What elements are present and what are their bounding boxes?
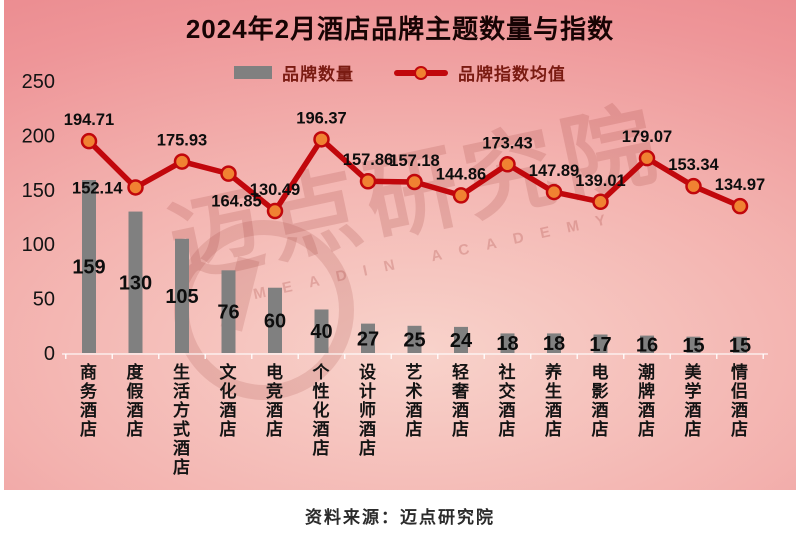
- bar-value-label: 18: [496, 333, 518, 355]
- line-marker: [452, 187, 470, 204]
- line-value-label: 196.37: [296, 109, 346, 127]
- bar-value-label: 17: [589, 334, 611, 356]
- bar-value-label: 130: [119, 272, 152, 294]
- line-marker: [266, 202, 284, 220]
- bar-value-label: 159: [72, 257, 105, 279]
- y-axis-label: 50: [33, 289, 55, 311]
- bar: [221, 270, 236, 353]
- line-value-label: 164.85: [211, 193, 261, 211]
- line-marker: [545, 183, 563, 201]
- chart-title: 2024年2月酒店品牌主题数量与指数: [185, 14, 615, 44]
- bar: [454, 326, 468, 353]
- legend-bar-swatch: [234, 66, 272, 79]
- line-marker: [80, 132, 98, 150]
- line-value-label: 139.01: [575, 172, 625, 190]
- bar-value-label: 24: [450, 330, 473, 352]
- y-axis-label: 100: [22, 234, 55, 256]
- line-marker: [638, 149, 656, 167]
- bar: [500, 333, 515, 353]
- line-marker: [127, 179, 144, 196]
- line-value-label: 147.89: [529, 162, 579, 180]
- legend-line-label: 品牌指数均值: [458, 65, 566, 84]
- line-value-label: 179.07: [622, 128, 672, 146]
- bar-value-label: 16: [636, 334, 658, 356]
- bar: [82, 180, 96, 353]
- line-marker: [173, 153, 191, 170]
- line-value-label: 153.34: [668, 156, 719, 174]
- line-marker: [313, 131, 330, 148]
- bar: [361, 323, 375, 353]
- line-value-label: 134.97: [715, 176, 765, 194]
- line-value-label: 194.71: [64, 111, 114, 129]
- line-marker: [359, 172, 377, 190]
- bar-value-label: 60: [264, 310, 286, 332]
- line-value-label: 175.93: [157, 132, 207, 150]
- bar: [268, 287, 282, 353]
- line-marker: [499, 156, 516, 173]
- y-axis-label: 250: [22, 71, 55, 93]
- line-value-label: 157.18: [389, 152, 439, 170]
- bar-value-label: 105: [165, 286, 198, 308]
- bar: [593, 334, 608, 353]
- bar-value-label: 15: [729, 335, 751, 357]
- y-axis-label: 0: [44, 343, 55, 365]
- bar: [175, 238, 189, 353]
- bar: [686, 336, 701, 353]
- bar: [407, 325, 422, 353]
- plot-canvas: 0 50 100 150 200 250 159 130 105 76 60 40 27 25 24 18 18…: [22, 71, 768, 365]
- line-value-label: 152.14: [72, 179, 123, 197]
- legend-bar-label: 品牌数量: [282, 65, 354, 84]
- line-value-label: 130.49: [250, 181, 300, 199]
- bar: [547, 333, 561, 353]
- bar-value-label: 40: [310, 321, 332, 343]
- bar-value-label: 18: [543, 333, 565, 355]
- bar: [733, 336, 747, 353]
- legend: 品牌数量 品牌指数均值: [4, 60, 796, 85]
- bar-value-label: 25: [403, 329, 425, 351]
- line-value-label: 173.43: [482, 134, 532, 152]
- bar: [640, 335, 654, 353]
- legend-line-swatch: [394, 65, 448, 80]
- legend-line-marker-icon: [414, 65, 428, 80]
- y-axis-label: 150: [22, 180, 55, 202]
- line-marker: [220, 165, 237, 182]
- source-note: 资料来源：迈点研究院: [0, 490, 800, 540]
- bar-value-label: 15: [682, 335, 704, 357]
- y-axis-label: 200: [22, 125, 55, 147]
- line-marker: [731, 197, 749, 215]
- bar: [314, 309, 329, 353]
- line-marker: [685, 177, 702, 195]
- line-value-label: 157.86: [343, 151, 393, 169]
- bar: [128, 211, 143, 353]
- line-value-label: 144.86: [436, 165, 486, 183]
- chart-area: 2024年2月酒店品牌主题数量与指数 品牌数量 品牌指数均值 迈点研究院 MEA…: [4, 0, 796, 490]
- bar-value-label: 76: [217, 302, 239, 324]
- line-marker: [592, 193, 609, 211]
- bar-value-label: 27: [357, 328, 379, 350]
- line-marker: [406, 173, 423, 191]
